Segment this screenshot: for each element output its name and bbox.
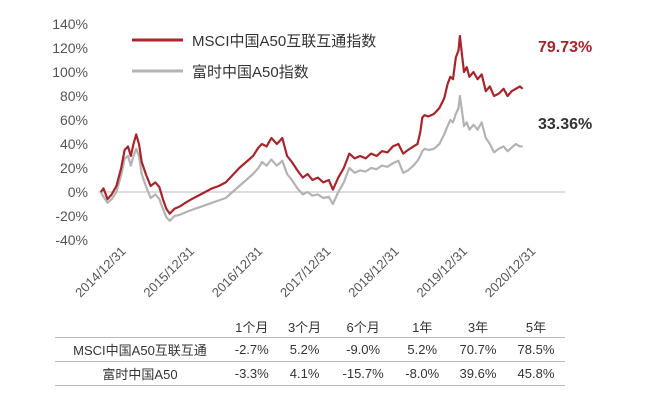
table-cell: -2.7% (234, 342, 269, 357)
series-line-ftse-china-a50 (99, 94, 523, 222)
table-header-cell: 5年 (525, 319, 547, 335)
table-header-cell: 6个月 (346, 319, 380, 335)
series-line-msci-china-a50-connect (99, 34, 524, 215)
x-tick-label: 2015/12/31 (140, 244, 197, 301)
table-cell: 5.2% (407, 342, 438, 357)
table-header-cell: 3年 (467, 319, 489, 335)
end-value-label-ftse: 33.36% (538, 116, 592, 133)
table-header-cell (55, 315, 225, 338)
x-tick-label: 2019/12/31 (414, 244, 471, 301)
y-tick-label: 100% (52, 64, 88, 80)
y-tick-label: -20% (55, 208, 88, 224)
table-row-label: MSCI中国A50互联互通 (73, 343, 207, 358)
y-tick-label: 20% (60, 160, 88, 176)
x-axis-ticks: 2014/12/31 2015/12/31 2016/12/31 2017/12… (72, 244, 538, 301)
performance-table: 1个月 3个月 6个月 1年 3年 5年 MSCI中国A50互联互通 -2.7%… (55, 315, 565, 386)
table-header-cell: 3个月 (287, 319, 322, 335)
y-axis-ticks: 140% 120% 100% 80% 60% 40% 20% 0% -20% -… (52, 16, 88, 248)
table-cell: 45.8% (517, 366, 555, 381)
table-cell: 78.5% (517, 342, 555, 357)
table-cell: -3.3% (234, 366, 269, 381)
x-tick-label: 2016/12/31 (209, 244, 266, 301)
table-cell: 39.6% (459, 366, 497, 381)
end-value-label-msci: 79.73% (538, 39, 592, 56)
legend: MSCI中国A50互联互通指数 富时中国A50指数 (132, 33, 376, 81)
legend-label-msci: MSCI中国A50互联互通指数 (192, 33, 376, 50)
y-tick-label: 40% (60, 136, 88, 152)
y-tick-label: 140% (52, 16, 88, 32)
table-row: MSCI中国A50互联互通 -2.7% 5.2% -9.0% 5.2% 70.7… (55, 337, 565, 362)
table-cell: -15.7% (342, 366, 384, 381)
y-tick-label: -40% (55, 232, 88, 248)
legend-label-ftse: 富时中国A50指数 (192, 63, 309, 81)
table-header-cell: 1个月 (235, 319, 269, 335)
table-cell: -9.0% (346, 342, 381, 357)
table-header-cell: 1年 (412, 319, 433, 335)
table-header-row: 1个月 3个月 6个月 1年 3年 5年 (55, 315, 565, 338)
x-tick-label: 2017/12/31 (277, 244, 334, 301)
table-cell: 70.7% (459, 342, 497, 357)
table-row: 富时中国A50 -3.3% 4.1% -15.7% -8.0% 39.6% 45… (55, 361, 565, 386)
y-tick-label: 0% (68, 184, 88, 200)
y-tick-label: 80% (60, 88, 88, 104)
y-tick-label: 60% (60, 112, 88, 128)
x-tick-label: 2020/12/31 (482, 244, 539, 301)
table-cell: -8.0% (405, 366, 440, 381)
x-tick-label: 2014/12/31 (72, 244, 129, 301)
table-cell: 5.2% (289, 342, 320, 357)
y-tick-label: 120% (52, 40, 88, 56)
table-cell: 4.1% (289, 366, 320, 381)
x-tick-label: 2018/12/31 (345, 244, 402, 301)
table-row-label: 富时中国A50 (102, 367, 178, 382)
